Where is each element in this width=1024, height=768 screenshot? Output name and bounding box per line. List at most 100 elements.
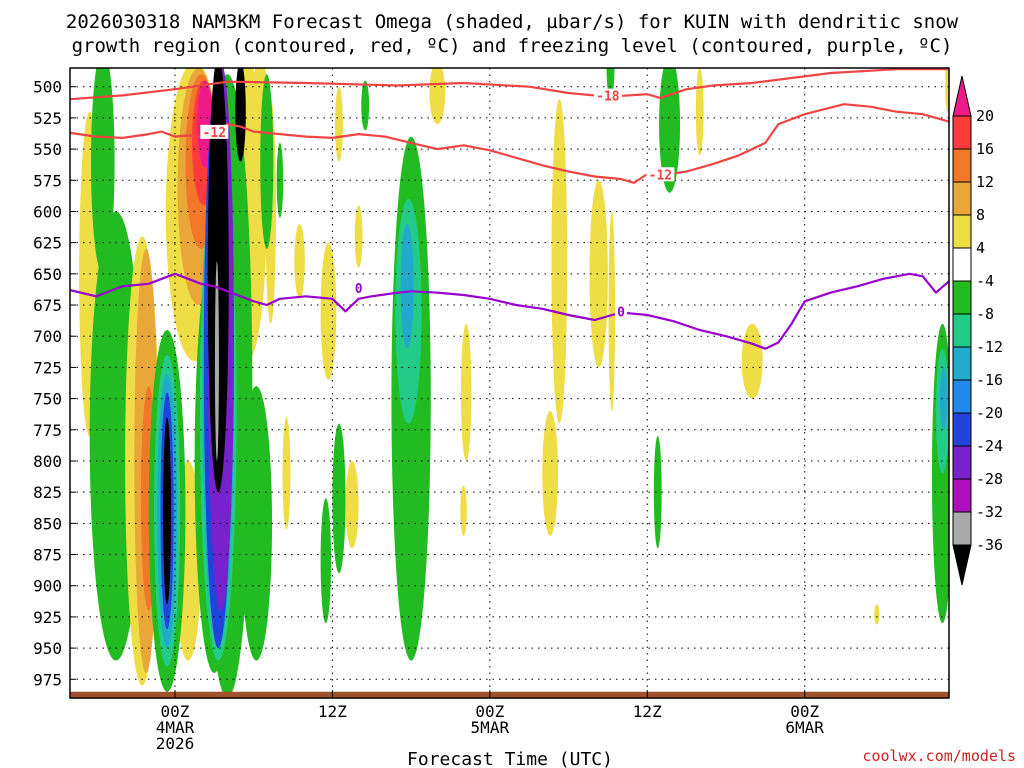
colorbar-tick-4: 4 bbox=[976, 239, 985, 257]
y-tick-label-900: 900 bbox=[33, 577, 62, 596]
contour-dendritic-lower bbox=[70, 103, 949, 184]
terrain-band bbox=[70, 691, 949, 698]
y-tick-label-575: 575 bbox=[33, 171, 62, 190]
colorbar-bin-12 bbox=[952, 478, 972, 513]
y-tick-label-550: 550 bbox=[33, 140, 62, 159]
colorbar-tick-6: -8 bbox=[976, 305, 994, 323]
omega-region-50 bbox=[608, 211, 616, 412]
contour-dendritic-upper bbox=[70, 68, 949, 101]
omega-region-25 bbox=[235, 68, 246, 162]
colorbar-tick-11: -28 bbox=[976, 470, 1003, 488]
colorbar-bin-5 bbox=[952, 247, 972, 282]
omega-region-26 bbox=[214, 261, 219, 461]
colorbar-tick-5: -4 bbox=[976, 272, 994, 290]
omega-region-39 bbox=[354, 205, 363, 268]
omega-colorbar: 20 16 12 8 4 -4 -8 -12 -16 -20 -24 -28 -32 -36 bbox=[952, 75, 1003, 586]
y-tick-label-750: 750 bbox=[33, 390, 62, 409]
omega-region-52 bbox=[653, 436, 662, 549]
colorbar-tick-13: -36 bbox=[976, 536, 1003, 554]
colorbar-bin-6 bbox=[952, 280, 972, 315]
omega-region-43 bbox=[400, 223, 414, 349]
omega-region-54 bbox=[695, 68, 704, 156]
y-tick-label-950: 950 bbox=[33, 639, 62, 658]
contour-label-freezing-level-1: 0 bbox=[617, 306, 625, 321]
x-tick-label-3-0: 12Z bbox=[633, 702, 662, 721]
contour-freezing-level bbox=[70, 272, 949, 350]
y-tick-label-800: 800 bbox=[33, 452, 62, 471]
omega-region-31 bbox=[276, 142, 284, 218]
y-tick-label-850: 850 bbox=[33, 514, 62, 533]
colorbar-bin-1 bbox=[952, 115, 972, 150]
y-tick-label-500: 500 bbox=[33, 78, 62, 97]
y-tick-label-975: 975 bbox=[33, 670, 62, 689]
terrain-layer bbox=[70, 691, 949, 698]
x-tick-label-0-2: 2026 bbox=[156, 734, 195, 753]
colorbar-bin-8 bbox=[952, 346, 972, 381]
contour-label-bg-dendritic-lower-0 bbox=[200, 124, 229, 139]
omega-region-11 bbox=[163, 417, 172, 605]
colorbar-bin-7 bbox=[952, 313, 972, 348]
omega-region-55 bbox=[741, 323, 763, 399]
x-tick-label-0-1: 4MAR bbox=[156, 718, 195, 737]
y-tick-label-725: 725 bbox=[33, 358, 62, 377]
chart-title-line-2: growth region (contoured, red, ºC) and f… bbox=[72, 35, 953, 57]
omega-region-46 bbox=[460, 485, 467, 536]
contour-label-dendritic-lower-0: -12 bbox=[203, 126, 226, 141]
colorbar-tick-0: 20 bbox=[976, 107, 994, 125]
contour-label-bg-dendritic-lower-1 bbox=[646, 167, 675, 182]
colorbar-bin-13 bbox=[952, 511, 972, 546]
colorbar-tick-1: 16 bbox=[976, 140, 994, 158]
plot-frame bbox=[69, 67, 950, 699]
colorbar-bin-bottom bbox=[952, 544, 972, 586]
omega-region-34 bbox=[332, 423, 346, 574]
x-tick-label-2-0: 00Z bbox=[475, 702, 504, 721]
pressure-axis: 500 525 550 575 600 625 650 675 700 725 750 775 800 8… bbox=[33, 78, 76, 689]
omega-region-40 bbox=[361, 80, 370, 131]
colorbar-bin-2 bbox=[952, 148, 972, 183]
contour-label-dendritic-upper-0: -18 bbox=[596, 90, 620, 105]
temperature-contours: -18 -12 -12 0 0 bbox=[70, 68, 949, 350]
y-tick-label-625: 625 bbox=[33, 234, 62, 253]
y-tick-label-675: 675 bbox=[33, 296, 62, 315]
omega-region-32 bbox=[294, 223, 305, 299]
y-tick-label-825: 825 bbox=[33, 483, 62, 502]
colorbar-bin-9 bbox=[952, 379, 972, 414]
colorbar-tick-2: 12 bbox=[976, 173, 994, 191]
colorbar-bin-3 bbox=[952, 181, 972, 216]
omega-region-37 bbox=[345, 460, 359, 549]
omega-region-59 bbox=[939, 367, 948, 430]
omega-region-30 bbox=[260, 74, 274, 249]
omega-region-35 bbox=[320, 498, 332, 624]
colorbar-tick-3: 8 bbox=[976, 206, 985, 224]
omega-region-47 bbox=[551, 99, 568, 424]
colorbar-tick-7: -12 bbox=[976, 338, 1003, 356]
omega-region-45 bbox=[460, 323, 472, 461]
omega-region-53 bbox=[659, 68, 681, 193]
contour-label-bg-freezing-level-0 bbox=[352, 280, 365, 295]
omega-region-36 bbox=[320, 242, 337, 380]
omega-region-24 bbox=[207, 68, 229, 493]
omega-region-44 bbox=[429, 68, 446, 125]
colorbar-tick-9: -20 bbox=[976, 404, 1003, 422]
contour-label-dendritic-lower-1: -12 bbox=[649, 168, 672, 183]
y-tick-label-875: 875 bbox=[33, 546, 62, 565]
omega-region-38 bbox=[335, 86, 343, 162]
contour-label-freezing-level-0: 0 bbox=[355, 282, 363, 297]
x-tick-label-0-0: 00Z bbox=[161, 702, 190, 721]
x-tick-label-2-1: 5MAR bbox=[471, 718, 510, 737]
colorbar-tick-10: -24 bbox=[976, 437, 1003, 455]
contour-label-bg-freezing-level-1 bbox=[615, 304, 628, 319]
colorbar-bin-10 bbox=[952, 412, 972, 447]
y-tick-label-650: 650 bbox=[33, 265, 62, 284]
y-tick-label-600: 600 bbox=[33, 202, 62, 221]
x-axis-label: Forecast Time (UTC) bbox=[407, 749, 613, 768]
y-tick-label-925: 925 bbox=[33, 608, 62, 627]
omega-region-27 bbox=[240, 386, 273, 661]
colorbar-bin-4 bbox=[952, 214, 972, 249]
colorbar-tick-8: -16 bbox=[976, 371, 1003, 389]
colorbar-bin-11 bbox=[952, 445, 972, 480]
omega-region-33 bbox=[282, 417, 291, 530]
y-tick-label-700: 700 bbox=[33, 327, 62, 346]
